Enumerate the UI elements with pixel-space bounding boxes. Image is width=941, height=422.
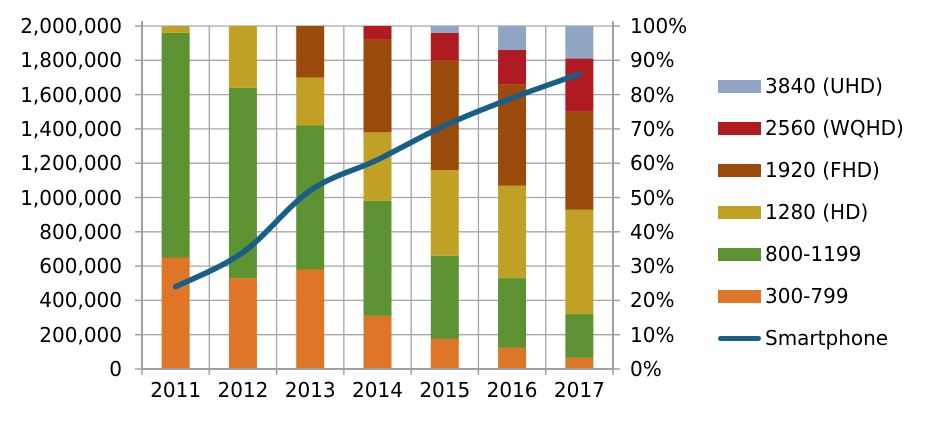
right-axis-tick-label: 80% xyxy=(630,82,675,107)
bar-segment-3840-uhd- xyxy=(498,26,527,51)
legend-label: 300-799 xyxy=(765,284,849,308)
smartphone-line-series xyxy=(172,71,583,290)
left-axis-tick-label: 800,000 xyxy=(39,219,122,244)
legend-item: 1920 (FHD) xyxy=(718,149,904,191)
bar-segment-3840-uhd- xyxy=(565,26,594,59)
right-axis-tick-label: 90% xyxy=(630,48,675,73)
left-axis-tick-label: 1,600,000 xyxy=(20,82,122,107)
x-axis-category-label: 2016 xyxy=(486,378,538,402)
legend: 3840 (UHD) 2560 (WQHD) 1920 (FHD) 1280 (HD)… xyxy=(718,65,904,359)
bar-segment-800-1199 xyxy=(363,200,392,316)
bar-segment-2560-wqhd- xyxy=(363,26,392,40)
bar-segment-1920-fhd- xyxy=(296,26,325,78)
bar-segment-3840-uhd- xyxy=(430,26,459,33)
bar-segment-1280-hd- xyxy=(296,77,325,126)
legend-color-swatch-icon xyxy=(718,247,761,261)
legend-item: 300-799 xyxy=(718,275,904,317)
legend-item: 3840 (UHD) xyxy=(718,65,904,107)
bar-segment-2560-wqhd- xyxy=(498,50,527,85)
bar-segment-1280-hd- xyxy=(228,26,257,88)
bar-segment-300-799 xyxy=(161,257,190,369)
left-axis-tick-label: 1,800,000 xyxy=(20,48,122,73)
right-axis-tick-label: 40% xyxy=(630,219,675,244)
left-axis-tick-label: 400,000 xyxy=(39,288,122,313)
x-axis-category-label: 2013 xyxy=(284,378,336,402)
bar-segment-1280-hd- xyxy=(430,170,459,256)
right-axis-tick-label: 70% xyxy=(630,116,675,141)
right-axis-tick-label: 30% xyxy=(630,254,675,279)
bar-segment-300-799 xyxy=(363,315,392,369)
legend-label: 1280 (HD) xyxy=(765,200,869,224)
left-axis-tick-label: 2,000,000 xyxy=(20,14,122,38)
bar-segment-300-799 xyxy=(228,278,257,369)
x-axis-category-label: 2015 xyxy=(419,378,471,402)
bar-segment-2560-wqhd- xyxy=(565,58,594,112)
left-axis-tick-label: 1,200,000 xyxy=(20,151,122,176)
bar-segment-800-1199 xyxy=(161,32,190,258)
bar-segment-300-799 xyxy=(296,269,325,369)
legend-color-swatch-icon xyxy=(718,205,761,219)
bar-segment-1280-hd- xyxy=(498,185,527,279)
legend-label: 3840 (UHD) xyxy=(765,74,883,98)
left-axis-tick-label: 1,400,000 xyxy=(20,116,122,141)
legend-color-swatch-icon xyxy=(718,163,761,177)
bar-segment-300-799 xyxy=(565,357,594,369)
bar-segment-300-799 xyxy=(430,338,459,369)
right-axis-tick-label: 50% xyxy=(630,185,675,210)
legend-item: 1280 (HD) xyxy=(718,191,904,233)
bar-segment-800-1199 xyxy=(430,255,459,339)
bar-segment-1280-hd- xyxy=(565,209,594,315)
legend-label: 800-1199 xyxy=(765,242,862,266)
x-axis-category-label: 2014 xyxy=(352,378,403,402)
right-axis-tick-label: 10% xyxy=(630,322,675,347)
legend-color-swatch-icon xyxy=(718,79,761,93)
bar-segment-300-799 xyxy=(498,347,527,369)
x-axis-category-label: 2012 xyxy=(217,378,269,402)
legend-color-swatch-icon xyxy=(718,289,761,303)
right-axis-tick-label: 0% xyxy=(630,357,662,381)
legend-color-swatch-icon xyxy=(718,121,761,135)
legend-item: Smartphone xyxy=(718,317,904,359)
legend-label: Smartphone xyxy=(765,326,889,350)
left-axis-tick-label: 200,000 xyxy=(39,322,122,347)
legend-item: 800-1199 xyxy=(718,233,904,275)
legend-label: 2560 (WQHD) xyxy=(765,116,904,140)
right-axis-tick-label: 100% xyxy=(630,14,688,38)
right-axis-tick-label: 20% xyxy=(630,288,675,313)
left-axis-tick-label: 600,000 xyxy=(39,254,122,279)
bar-segment-800-1199 xyxy=(565,314,594,358)
bar-segment-1920-fhd- xyxy=(565,111,594,210)
bar-segment-1920-fhd- xyxy=(430,60,459,171)
left-axis-tick-label: 0 xyxy=(109,357,122,381)
bar-segment-2560-wqhd- xyxy=(430,32,459,61)
legend-label: 1920 (FHD) xyxy=(765,158,880,182)
bar-segment-1920-fhd- xyxy=(363,39,392,133)
x-axis-category-label: 2017 xyxy=(553,378,605,402)
right-axis-tick-label: 60% xyxy=(630,151,675,176)
bar-segment-1280-hd- xyxy=(161,26,190,33)
bar-segment-800-1199 xyxy=(498,278,527,348)
legend-line-swatch-icon xyxy=(718,335,761,341)
left-axis-tick-label: 1,000,000 xyxy=(20,185,122,210)
legend-item: 2560 (WQHD) xyxy=(718,107,904,149)
x-axis-category-label: 2011 xyxy=(150,378,202,402)
